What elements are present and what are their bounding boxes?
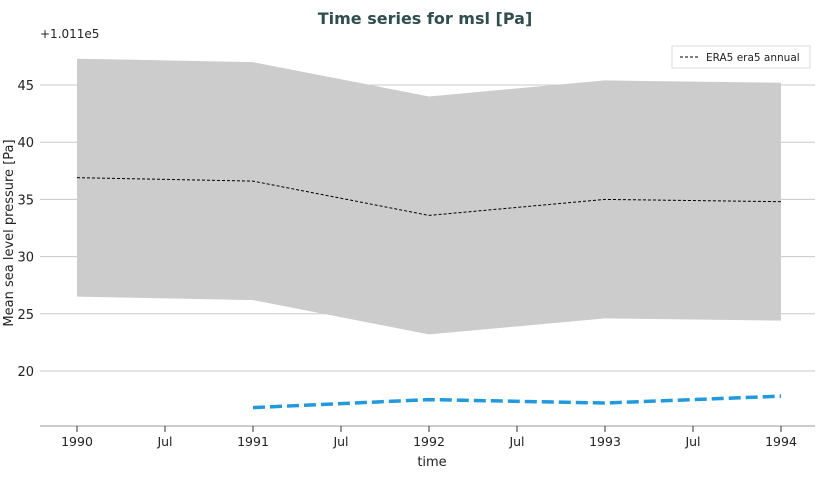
- y-tick-label: 40: [17, 136, 34, 151]
- range-band: [77, 58, 781, 335]
- y-tick-label: 45: [17, 79, 34, 94]
- x-tick-label: 1993: [589, 434, 621, 449]
- x-tick-label: Jul: [156, 434, 172, 449]
- y-tick-label: 25: [17, 308, 34, 323]
- chart-title: Time series for msl [Pa]: [318, 9, 533, 28]
- legend: ERA5 era5 annual: [671, 45, 811, 69]
- x-tick-label: Jul: [508, 434, 524, 449]
- x-tick-label: 1992: [413, 434, 445, 449]
- x-tick-label: 1991: [237, 434, 269, 449]
- y-tick-label: 20: [17, 365, 34, 380]
- x-tick-label: 1990: [61, 434, 93, 449]
- x-tick-label: Jul: [332, 434, 348, 449]
- legend-label: ERA5 era5 annual: [706, 52, 800, 64]
- y-axis-label: Mean sea level pressure [Pa]: [2, 139, 17, 326]
- x-tick-label: Jul: [684, 434, 700, 449]
- y-tick-label: 35: [17, 193, 34, 208]
- x-axis-label: time: [417, 455, 446, 470]
- series-line-0: [76, 177, 782, 216]
- y-tick-label: 30: [17, 251, 34, 266]
- x-tick-label: 1994: [765, 434, 797, 449]
- series-line-1: [252, 394, 782, 410]
- offset-label: +1.011e5: [40, 27, 99, 41]
